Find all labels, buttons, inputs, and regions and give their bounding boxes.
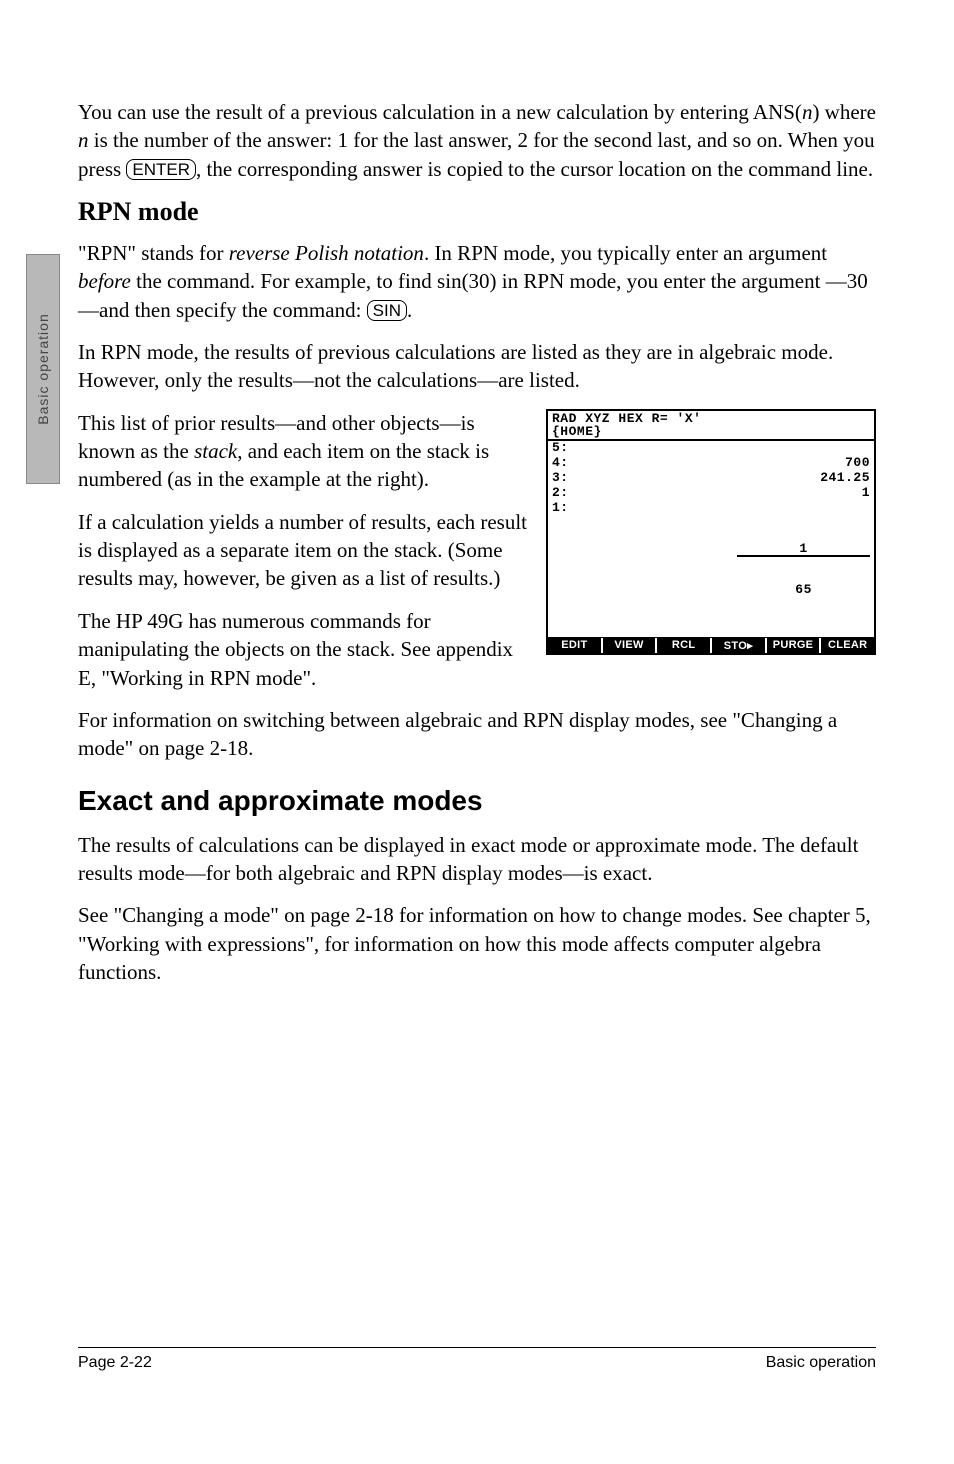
stack-row: 1: 1 65 [552, 501, 870, 637]
softkey-view: VIEW [603, 638, 658, 653]
rpn-paragraph-2: In RPN mode, the results of previous cal… [78, 338, 876, 395]
enter-key: ENTER [126, 159, 196, 181]
stack-level: 5: [552, 441, 569, 456]
softkey-rcl: RCL [657, 638, 712, 653]
fraction-denominator: 65 [737, 583, 870, 596]
term-rpn: reverse Polish notation [229, 241, 424, 265]
rpn-paragraph-6: For information on switching between alg… [78, 706, 876, 763]
softkey-sto: STO▸ [712, 638, 767, 653]
text: , the corresponding answer is copied to … [196, 157, 873, 181]
text: the command. For example, to find sin(30… [78, 269, 868, 321]
sin-key: SIN [367, 300, 407, 322]
stack-level: 4: [552, 456, 569, 471]
intro-paragraph: You can use the result of a previous cal… [78, 98, 876, 183]
text: . [407, 298, 412, 322]
sidebar-tab: Basic operation [26, 254, 60, 484]
text: ) where [812, 100, 876, 124]
fraction: 1 65 [737, 516, 870, 622]
page-footer: Page 2-22 Basic operation [78, 1347, 876, 1372]
stack-value: 1 [862, 486, 870, 501]
exact-paragraph-1: The results of calculations can be displ… [78, 831, 876, 888]
stack-value: 241.25 [820, 471, 870, 486]
stack-row: 3: 241.25 [552, 471, 870, 486]
section-name: Basic operation [766, 1354, 876, 1372]
term-before: before [78, 269, 131, 293]
calc-header: RAD XYZ HEX R= 'X' {HOME} [548, 411, 874, 441]
var-n: n [802, 100, 813, 124]
stack-row: 5: [552, 441, 870, 456]
page-content: You can use the result of a previous cal… [78, 98, 876, 1000]
fraction-numerator: 1 [737, 542, 870, 557]
text: You can use the result of a previous cal… [78, 100, 802, 124]
rpn-mode-heading: RPN mode [78, 197, 876, 227]
calc-softkeys: EDIT VIEW RCL STO▸ PURGE CLEAR [548, 637, 874, 653]
calc-header-line2: {HOME} [552, 425, 870, 439]
softkey-purge: PURGE [767, 638, 822, 653]
stack-level: 3: [552, 471, 569, 486]
exact-paragraph-2: See "Changing a mode" on page 2-18 for i… [78, 901, 876, 986]
softkey-edit: EDIT [548, 638, 603, 653]
stack-level: 1: [552, 501, 569, 637]
term-stack: stack [194, 439, 237, 463]
softkey-clear: CLEAR [821, 638, 874, 653]
stack-level: 2: [552, 486, 569, 501]
exact-approx-heading: Exact and approximate modes [78, 785, 876, 817]
var-n: n [78, 128, 89, 152]
text: "RPN" stands for [78, 241, 229, 265]
calc-stack: 5: 4: 700 3: 241.25 2: 1 [548, 441, 874, 637]
stack-row: 2: 1 [552, 486, 870, 501]
calc-header-line1: RAD XYZ HEX R= 'X' [552, 412, 870, 426]
stack-value: 700 [845, 456, 870, 471]
rpn-paragraph-1: "RPN" stands for reverse Polish notation… [78, 239, 876, 324]
text: . In RPN mode, you typically enter an ar… [424, 241, 827, 265]
stack-row: 4: 700 [552, 456, 870, 471]
page-number: Page 2-22 [78, 1354, 152, 1372]
calculator-screenshot: RAD XYZ HEX R= 'X' {HOME} 5: 4: 700 3: 2… [546, 409, 876, 655]
stack-value: 1 65 [621, 501, 870, 637]
sidebar-label: Basic operation [35, 313, 51, 425]
